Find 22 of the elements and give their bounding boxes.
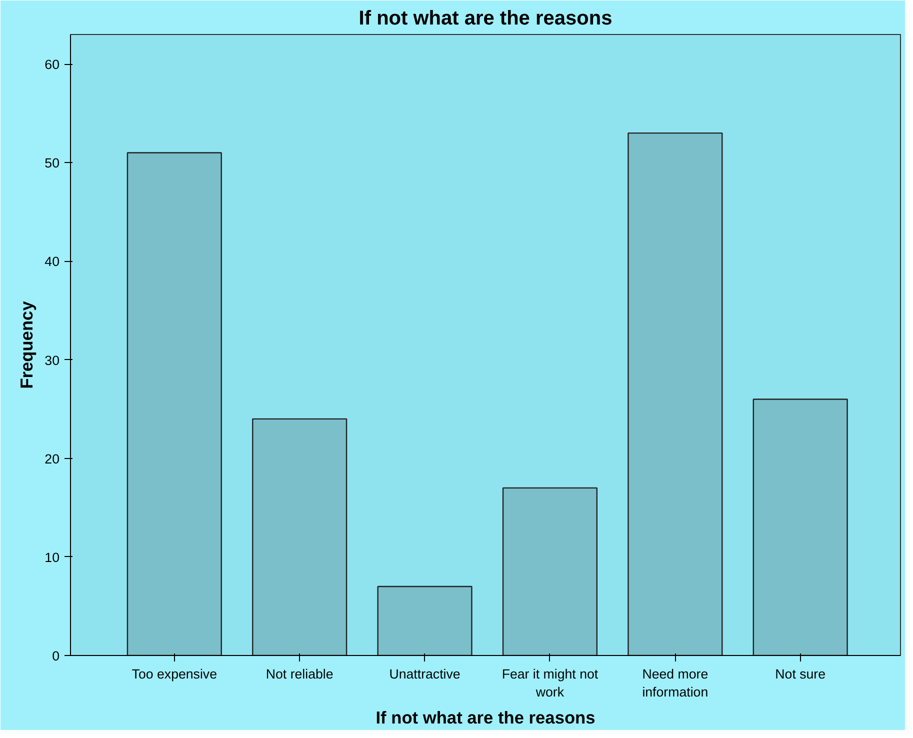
x-tick-label: Not sure [775, 666, 826, 682]
bar [252, 418, 348, 656]
y-tick-label: 20 [44, 451, 60, 466]
y-tick-label: 30 [44, 352, 60, 368]
chart-title: If not what are the reasons [358, 8, 612, 30]
x-tick-label: Unattractive [389, 666, 460, 682]
x-tick-label: Fear it might not work [502, 666, 598, 700]
bar [377, 586, 472, 656]
y-tick-label: 10 [44, 550, 60, 565]
bar [126, 152, 222, 656]
y-tick-label: 0 [52, 648, 60, 664]
x-tick-label: Need more information [642, 666, 708, 700]
y-tick-label: 60 [44, 57, 60, 72]
bar [502, 487, 598, 656]
x-tick-label: Not reliable [266, 666, 334, 682]
y-axis-title: Frequency [16, 300, 37, 389]
x-tick-label: Too expensive [132, 666, 218, 682]
x-axis-title: If not what are the reasons [376, 708, 596, 728]
bar [752, 398, 848, 656]
y-tick-label: 40 [44, 254, 60, 270]
y-tick-label: 50 [44, 156, 60, 171]
bar [628, 132, 723, 656]
